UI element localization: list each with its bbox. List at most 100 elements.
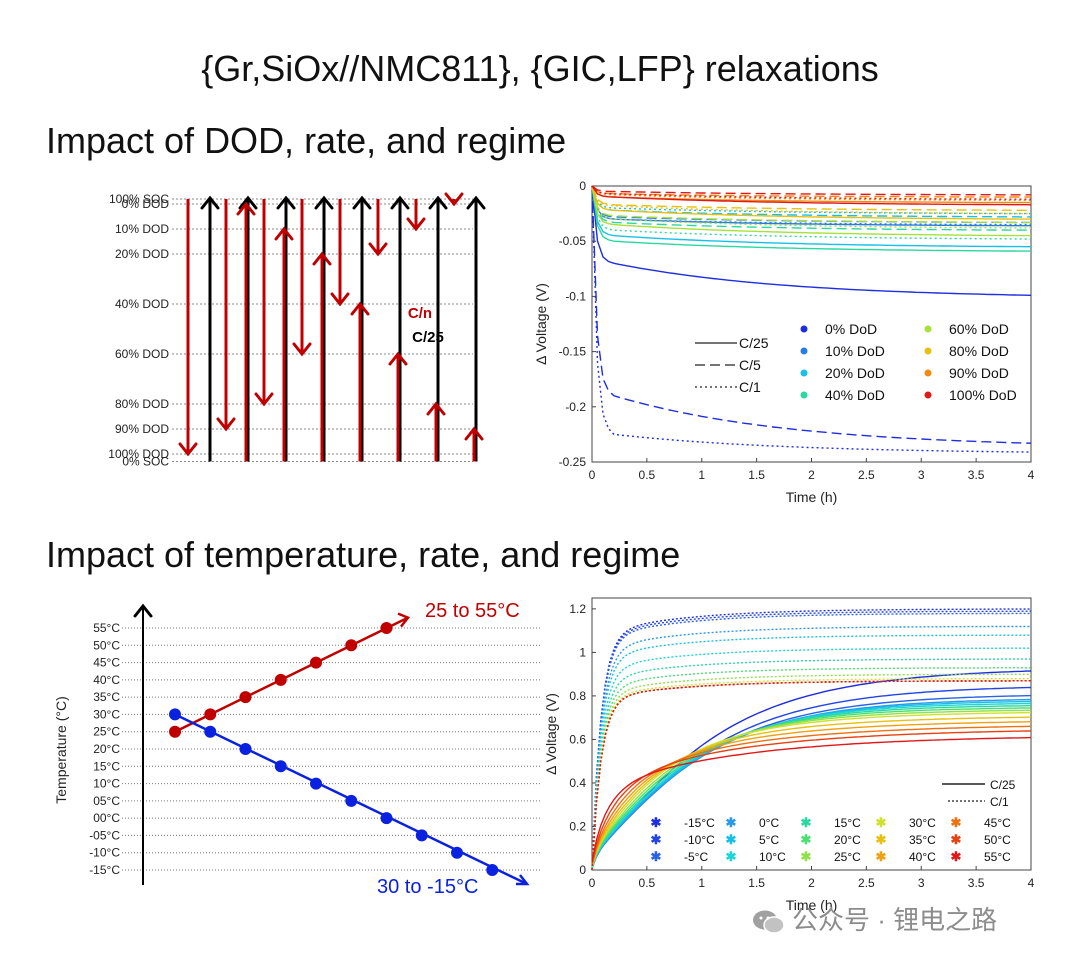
temp-tick-label: 50°C [93,638,120,652]
y-tick-label: 0 [579,863,586,877]
x-tick-label: 2 [808,468,815,482]
series-line-10C-C1 [591,610,1031,871]
series-line-25C-C1 [591,673,1031,871]
rate-legend-label: C/1 [739,379,761,395]
series-legend-label: 55°C [984,850,1011,864]
temp-tick-label: -10°C [89,846,120,860]
red-charge-arrow [274,226,294,241]
label-cn: C/n [408,305,432,322]
black-charge-arrow [238,195,258,210]
series-legend-marker [800,391,808,399]
series-line-30C-C1 [591,677,1031,871]
dod-level-label: 10% DOD [115,222,169,236]
temp-tick-label: -15°C [89,863,120,877]
series-legend-label: 60% DoD [949,321,1009,337]
x-tick-label: 0.5 [639,876,656,890]
series-legend-label: 90% DoD [949,365,1009,381]
temp-tick-label: 15°C [93,759,120,773]
temp-tick-label: 35°C [93,690,120,704]
series-legend-label: 40°C [909,850,936,864]
blue-temp-point [415,829,428,842]
black-charge-arrow [200,195,220,210]
x-tick-label: 0 [589,876,596,890]
series-legend-marker: ✱ [876,832,887,847]
red-discharge-arrow [330,292,350,307]
red-discharge-arrow [292,342,312,357]
series-legend-label: 45°C [984,816,1011,830]
blue-temp-point [310,777,322,790]
blue-temp-point [169,708,181,721]
blue-temp-point [239,743,252,755]
series-line-100DoD-C5 [591,185,1031,196]
x-tick-label: 2 [808,876,815,890]
series-line-55C-C25 [591,736,1032,862]
temp-tick-label: 25°C [93,725,120,739]
y-tick-label: 0.6 [569,732,586,746]
y-tick-label: -0.05 [559,234,587,248]
series-line-20DoD-C25 [591,185,1031,248]
series-line-80DoD-C25 [591,185,1031,220]
series-legend-label: -5°C [684,850,708,864]
y-tick-label: 0.4 [569,776,586,790]
y-axis-label: Δ Voltage (V) [543,693,559,775]
series-line-20DoD-C1 [591,185,1031,215]
series-line-15C-C25 [591,705,1031,868]
x-tick-label: 3 [918,876,925,890]
x-tick-label: 0 [589,468,596,482]
blue-temp-point [486,864,499,876]
x-tick-label: 4 [1028,468,1035,482]
series-legend-marker: ✱ [651,815,662,830]
y-tick-label: 1.2 [569,602,586,616]
series-legend-marker: ✱ [951,849,962,864]
red-temp-point [239,691,252,704]
series-line-55C-C1 [591,680,1031,871]
series-line-80DoD-C5 [591,185,1031,212]
red-series-label: 25 to 55°C [425,600,520,622]
series-line-80DoD-C1 [591,185,1031,215]
red-charge-arrow [388,351,408,366]
dod-level-label: 100% SOC [109,192,169,206]
series-legend-label: 20°C [834,833,861,847]
series-legend-label: 25°C [834,850,861,864]
label-c25: C/25 [412,329,444,346]
x-tick-label: 4 [1028,876,1035,890]
black-charge-arrow [466,195,486,210]
section-title-dod: Impact of DOD, rate, and regime [46,120,567,161]
series-legend-label: 0% DoD [825,321,877,337]
y-tick-label: -0.25 [559,455,587,469]
x-tick-label: 1 [698,876,705,890]
red-temp-point [274,673,287,686]
red-charge-arrow [236,201,256,216]
series-legend-marker: ✱ [951,815,962,830]
red-discharge-arrow [444,192,464,207]
series-legend-label: -10°C [684,833,715,847]
temp-tick-label: 55°C [93,621,120,635]
x-tick-label: 1.5 [748,468,765,482]
temp-tick-label: 40°C [93,673,120,687]
series-legend-label: 15°C [834,816,861,830]
series-legend-label: 50°C [984,833,1011,847]
red-temp-point [380,622,393,634]
series-line-15C-C1 [591,608,1031,871]
rate-legend-label: C/25 [739,335,769,351]
red-temp-point [345,639,358,652]
y-tick-label: -0.2 [565,400,586,414]
series-legend-marker [800,325,808,333]
x-tick-label: 3.5 [968,468,985,482]
series-line-50C-C25 [591,730,1032,864]
dod-level-label: 40% DOD [115,297,169,311]
y-tick-label: -0.15 [559,345,587,359]
blue-temp-point [345,794,358,807]
blue-temp-point [380,812,393,825]
x-tick-label: 3.5 [968,876,985,890]
black-charge-arrow [390,195,410,210]
blue-series-label: 30 to -15°C [377,876,478,898]
temp-axis-label: Temperature (°C) [53,696,69,804]
series-line-10DoD-C1 [591,185,1031,226]
series-legend-marker: ✱ [651,832,662,847]
rate-legend-label: C/25 [990,778,1016,792]
watermark-text: 公众号 · 锂电之路 [792,905,998,935]
series-line-10C-C25 [591,702,1032,868]
